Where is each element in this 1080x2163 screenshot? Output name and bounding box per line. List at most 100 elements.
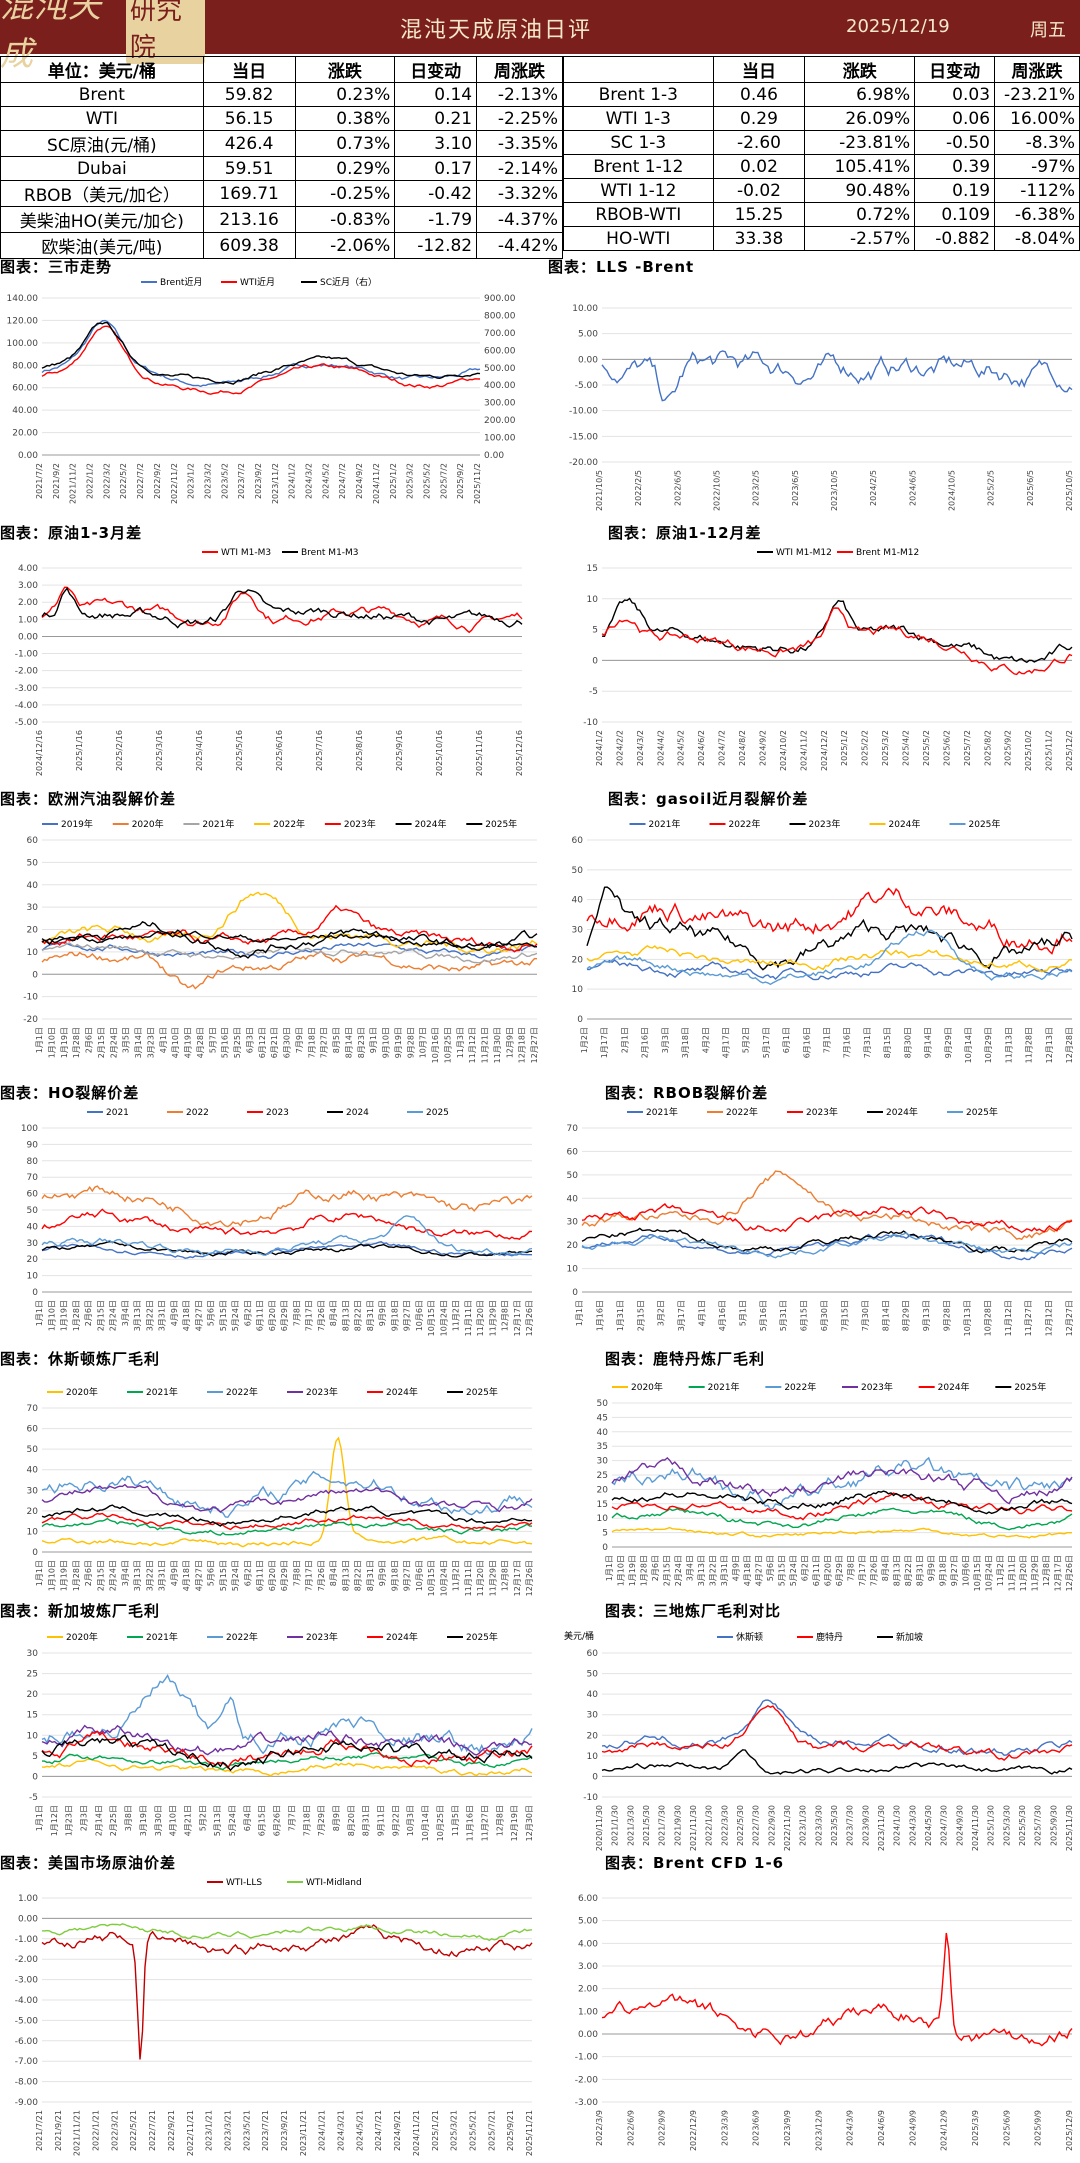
y-tick-label: 40 — [572, 896, 584, 906]
series-line — [41, 1674, 533, 1756]
y-tick-label: 5 — [602, 1529, 608, 1539]
x-tick-label: 6月29日 — [280, 1300, 289, 1331]
y-tick-label: 60 — [572, 836, 584, 846]
table-cell: -0.882 — [914, 226, 996, 251]
table-cell: -2.13% — [476, 82, 563, 107]
y-tick-label: 60.00 — [12, 384, 38, 394]
x-tick-label: 4月21日 — [183, 1805, 192, 1836]
x-tick-label: 8月13日 — [341, 1300, 350, 1331]
x-tick-label: 3月13日 — [133, 1560, 142, 1591]
legend-label: WTI M1-M12 — [776, 548, 832, 558]
table-cell: -112% — [994, 178, 1080, 203]
x-tick-label: 2023/5/30 — [830, 1805, 839, 1846]
x-tick-label: 2025/3/2 — [881, 730, 890, 766]
x-tick-label: 11月3日 — [456, 1027, 465, 1058]
spread-table: 当日 涨跌 日变动 周涨跌 Brent 1-3 0.46 6.98% 0.03 -23.21% W… — [563, 56, 1080, 251]
x-tick-label: 2025/11/30 — [1065, 1805, 1074, 1851]
x-tick-label: 11月12日 — [1004, 1300, 1013, 1336]
x-tick-label: 3月8日 — [124, 1805, 133, 1831]
y-tick-label: 5 — [32, 1752, 38, 1762]
series-line — [41, 930, 538, 951]
column-header — [563, 56, 714, 83]
y-tick-label: 1.00 — [578, 2007, 598, 2017]
table-row: Brent 1-12 0.02 105.41% 0.39 -97% — [563, 154, 1080, 179]
y2-tick-label: 400.00 — [484, 381, 516, 391]
table-header-row: 当日 涨跌 日变动 周涨跌 — [563, 56, 1080, 83]
x-tick-label: 5月15日 — [778, 1555, 787, 1586]
x-tick-label: 2025/1/21 — [431, 2110, 440, 2151]
x-tick-label: 3月31日 — [158, 1300, 167, 1331]
x-tick-label: 4月18日 — [182, 1560, 191, 1591]
chart-rbob-crack: 0 10 20 30 40 50 60 70 1月1日 1月16日 1月31日 2月15日 3月2日 3月… — [567, 1106, 1074, 1336]
x-tick-label: 2025/9/21 — [506, 2110, 515, 2151]
x-tick-label: 1月1日 — [575, 1300, 584, 1326]
x-tick-label: 1月28日 — [72, 1027, 81, 1058]
x-tick-label: 2023/1/30 — [799, 1805, 808, 1846]
y-tick-label: 50 — [572, 866, 584, 876]
x-tick-label: 1月1日 — [35, 1027, 44, 1053]
x-tick-label: 2025/11/16 — [475, 730, 484, 776]
x-tick-label: 2024/10/5 — [948, 470, 957, 511]
table-row: HO-WTI 33.38 -2.57% -0.882 -8.04% — [563, 226, 1080, 251]
series-line — [41, 1512, 533, 1531]
legend-label: 新加坡 — [896, 1631, 923, 1643]
series-line — [41, 1215, 533, 1257]
x-tick-label: 2024/5/21 — [355, 2110, 364, 2151]
x-tick-label: 10月15日 — [427, 1560, 436, 1596]
x-tick-label: 2025/12/9 — [1065, 2110, 1074, 2151]
logo-text: 混沌天成 — [0, 0, 102, 73]
table-row: WTI 1-3 0.29 26.09% 0.06 16.00% — [563, 106, 1080, 131]
x-tick-label: 8月31日 — [916, 1555, 925, 1586]
x-tick-label: 12月26日 — [525, 1300, 534, 1336]
legend-label: 2022年 — [784, 1381, 816, 1393]
chart-three-markets: 0.00 20.00 40.00 60.00 80.00 100.00 120.00 140.… — [7, 276, 516, 504]
x-tick-label: 11月11日 — [1008, 1555, 1017, 1591]
series-line — [586, 887, 1073, 955]
table-cell: 0.02 — [712, 154, 806, 179]
x-tick-label: 2月15日 — [96, 1300, 105, 1331]
x-tick-label: 12月8日 — [495, 1805, 504, 1836]
y-tick-label: 10 — [587, 595, 599, 605]
x-tick-label: 2025/5/2 — [422, 463, 431, 499]
x-tick-label: 6月29日 — [280, 1560, 289, 1591]
y-tick-label: -3.00 — [15, 684, 39, 694]
y-tick-label: -2.00 — [15, 1955, 39, 1965]
x-tick-label: 2021/7/21 — [35, 2110, 44, 2151]
table-cell: 105.41% — [804, 154, 916, 179]
y-tick-label: 10.00 — [572, 304, 598, 314]
x-tick-label: 12月27日 — [530, 1027, 539, 1063]
y-tick-label: 100 — [21, 1124, 38, 1134]
x-tick-label: 5月31日 — [779, 1300, 788, 1331]
x-tick-label: 4月2日 — [701, 1027, 710, 1053]
legend-label: 2021年 — [649, 818, 681, 830]
x-tick-label: 1月17日 — [600, 1027, 609, 1058]
x-tick-label: 2024/7/21 — [374, 2110, 383, 2151]
x-tick-label: 2022/1/30 — [705, 1805, 714, 1846]
x-tick-label: 2023/3/9 — [720, 2110, 729, 2146]
series-line — [41, 319, 481, 388]
x-tick-label: 10月14日 — [421, 1805, 430, 1841]
y-tick-label: 15 — [587, 564, 598, 574]
x-tick-label: 11月28日 — [1025, 1027, 1034, 1063]
x-tick-label: 10月6日 — [415, 1560, 424, 1591]
series-line — [601, 607, 1073, 676]
legend-label: 2021年 — [646, 1106, 678, 1118]
x-tick-label: 2月24日 — [109, 1027, 118, 1058]
x-tick-label: 2023/1/2 — [187, 463, 196, 499]
legend-label: 2024年 — [415, 818, 447, 830]
x-tick-label: 2024/11/2 — [799, 730, 808, 771]
series-line — [41, 1185, 533, 1228]
x-tick-label: 1月10日 — [47, 1560, 56, 1591]
x-tick-label: 8月29日 — [902, 1300, 911, 1331]
legend-label: 2021年 — [146, 1631, 178, 1643]
x-tick-label: 2025/5/30 — [1018, 1805, 1027, 1846]
series-line — [41, 1734, 533, 1772]
y-tick-label: 50 — [27, 1445, 39, 1455]
series-line — [581, 1170, 1073, 1241]
table-cell: 0.23% — [294, 82, 396, 107]
x-tick-label: 4月1日 — [698, 1300, 707, 1326]
x-tick-label: 2025/10/2 — [1024, 730, 1033, 771]
x-tick-label: 2024/1/2 — [595, 730, 604, 766]
x-tick-label: 10月24日 — [439, 1560, 448, 1596]
x-tick-label: 2021/5/30 — [642, 1805, 651, 1846]
